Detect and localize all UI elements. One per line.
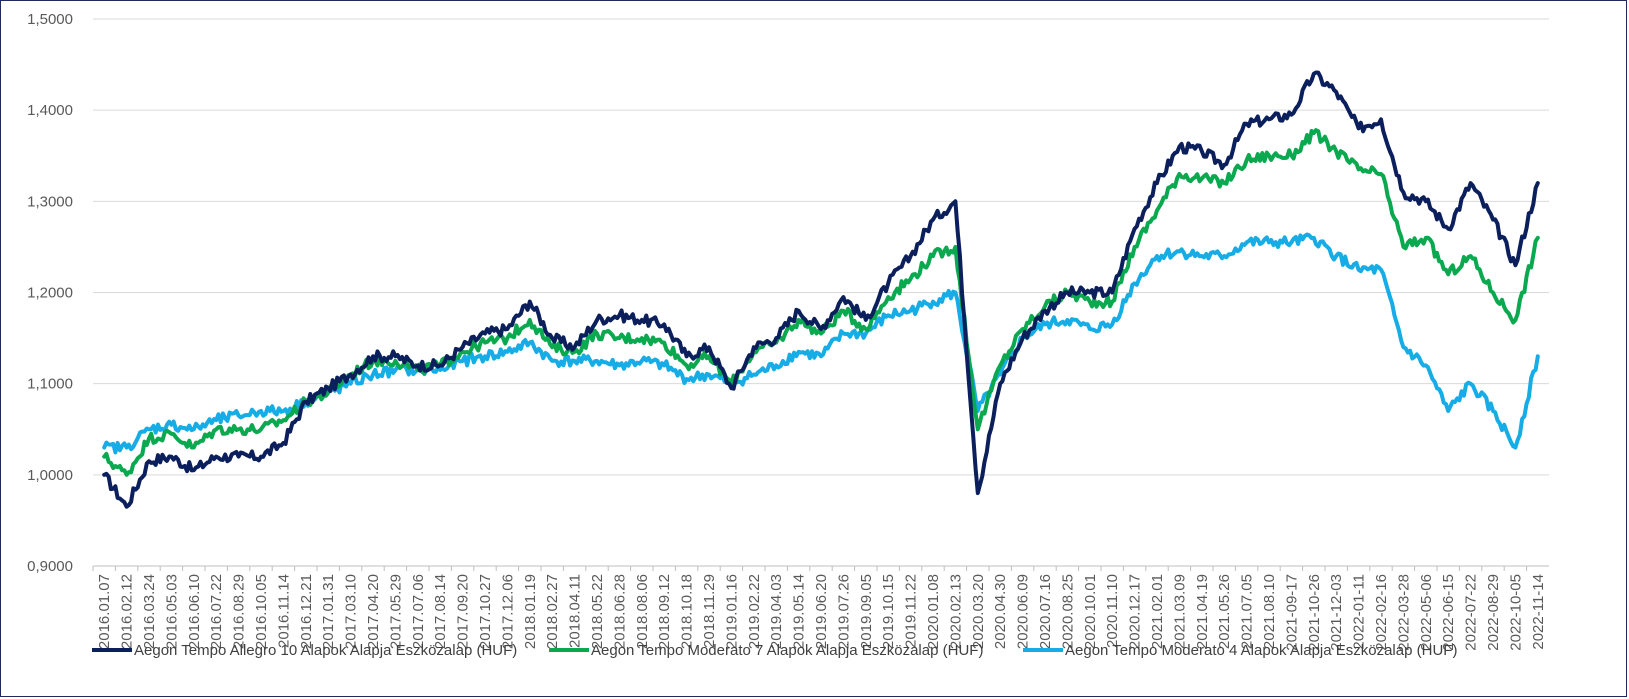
x-tick-label: 2018.01.19 [522,574,539,649]
x-tick-label: 2017.05.29 [387,574,404,649]
x-tick-label: 2018.02.27 [544,574,561,649]
series-lines [102,70,1540,509]
x-tick-label: 2022-02-16 [1373,574,1390,651]
x-tick-label: 2021-10-26 [1306,574,1323,651]
y-tick-label: 1,3000 [27,193,73,210]
x-tick-label: 2019.09.05 [858,574,875,649]
x-tick-label: 2016.06.10 [186,574,203,649]
x-tick-label: 2018.08.06 [634,574,651,649]
gridlines [93,18,1549,567]
x-tick-label: 2016.10.05 [253,574,270,649]
x-tick-label: 2016.07.22 [208,574,225,649]
x-tick-label: 2019.04.03 [768,574,785,649]
x-tick-label: 2019.07.26 [835,574,852,649]
x-tick-label: 2016.12.21 [298,574,315,649]
x-tick-label: 2016.05.03 [163,574,180,649]
x-tick-label: 2022-05-06 [1418,574,1435,651]
x-tick-label: 2020.01.08 [925,574,942,649]
x-tick-label: 2020.10.01 [1082,574,1099,649]
x-tick-label: 2022-07-22 [1463,574,1480,651]
x-tick-label: 2019.11.22 [903,574,920,648]
x-tick-label: 2016.02.12 [119,574,136,649]
x-tick-label: 2020.03.20 [970,574,987,649]
x-tick-label: 2019.05.14 [791,574,808,649]
y-tick-label: 1,2000 [27,285,73,302]
x-tick-label: 2019.02.22 [746,574,763,649]
y-tick-label: 1,0000 [27,467,73,484]
x-tick-label: 2020.02.13 [947,574,964,649]
x-tick-label: 2018.11.29 [701,574,718,648]
x-tick-label: 2021.02.01 [1149,574,1166,649]
x-tick-label: 2018.04.11 [567,574,584,648]
legend-label: Aegon Tempo Moderato 7 Alapok Alapja Esz… [591,642,983,659]
legend-label: Aegon Tempo Allegro 10 Alapok Alapja Esz… [134,642,517,659]
y-tick-label: 1,5000 [27,11,73,28]
x-tick-label: 2017.07.06 [410,574,427,649]
x-tick-label: 2022-08-29 [1485,574,1502,651]
x-tick-label: 2018.06.28 [611,574,628,649]
x-tick-label: 2021-12-03 [1328,574,1345,651]
x-tick-label: 2021.05.26 [1216,574,1233,649]
x-tick-label: 2021.03.09 [1171,574,1188,649]
x-tick-label: 2017.12.06 [499,574,516,649]
x-tick-label: 2022-03-28 [1395,574,1412,651]
x-tick-label: 2020.06.09 [1015,574,1032,649]
x-tick-label: 2017.08.14 [432,574,449,649]
x-tick-label: 2018.09.12 [656,574,673,649]
x-tick-label: 2016.08.29 [231,574,248,649]
y-tick-label: 1,1000 [27,376,73,393]
legend: Aegon Tempo Allegro 10 Alapok Alapja Esz… [92,642,1457,659]
x-tick-label: 2020.12.17 [1127,574,1144,649]
x-tick-label: 2019.01.16 [723,574,740,649]
y-axis-tick-labels: 0,9000 1,0000 1,1000 1,2000 1,3000 1,4000 1,50… [27,11,73,575]
x-tick-label: 2016.01.07 [96,574,113,649]
x-tick-label: 2021-09-17 [1283,574,1300,651]
x-tick-label: 2020.08.25 [1059,574,1076,649]
x-tick-label: 2022-06-15 [1440,574,1457,651]
x-tick-label: 2021.04.19 [1194,574,1211,649]
x-tick-label: 2016.03.24 [141,574,158,649]
series-line [102,70,1540,509]
legend-label: Aegon Tempo Moderato 4 Alapok Alapja Esz… [1065,642,1457,659]
x-tick-label: 2019.10.15 [880,574,897,649]
x-tick-label: 2022-10-05 [1507,574,1524,651]
x-tick-label: 2017.04.20 [365,574,382,649]
x-tick-label: 2019.06.20 [813,574,830,649]
x-tick-label: 2020.07.16 [1037,574,1054,649]
x-tick-label: 2020.11.10 [1104,574,1121,648]
x-tick-label: 2022-11-14 [1530,574,1547,650]
x-tick-label: 2018.05.22 [589,574,606,649]
x-tick-label: 2021.08.10 [1261,574,1278,649]
y-tick-label: 1,4000 [27,102,73,119]
x-tick-label: 2022-01-11 [1351,574,1368,650]
x-tick-label: 2017.10.27 [477,574,494,649]
x-tick-label: 2017.01.31 [320,574,337,649]
x-tick-label: 2016.11.14 [275,574,292,648]
x-tick-label: 2017.03.10 [343,574,360,649]
x-tick-label: 2020.04.30 [992,574,1009,649]
series-line [102,232,1540,455]
x-tick-label: 2018.10.18 [679,574,696,649]
series-line [102,128,1540,477]
x-tick-label: 2017.09.20 [455,574,472,649]
y-tick-label: 0,9000 [27,558,73,575]
x-tick-label: 2021.07.05 [1239,574,1256,649]
x-axis: 2016.01.07 2016.02.12 2016.03.24 2016.05.03… [92,565,1549,651]
